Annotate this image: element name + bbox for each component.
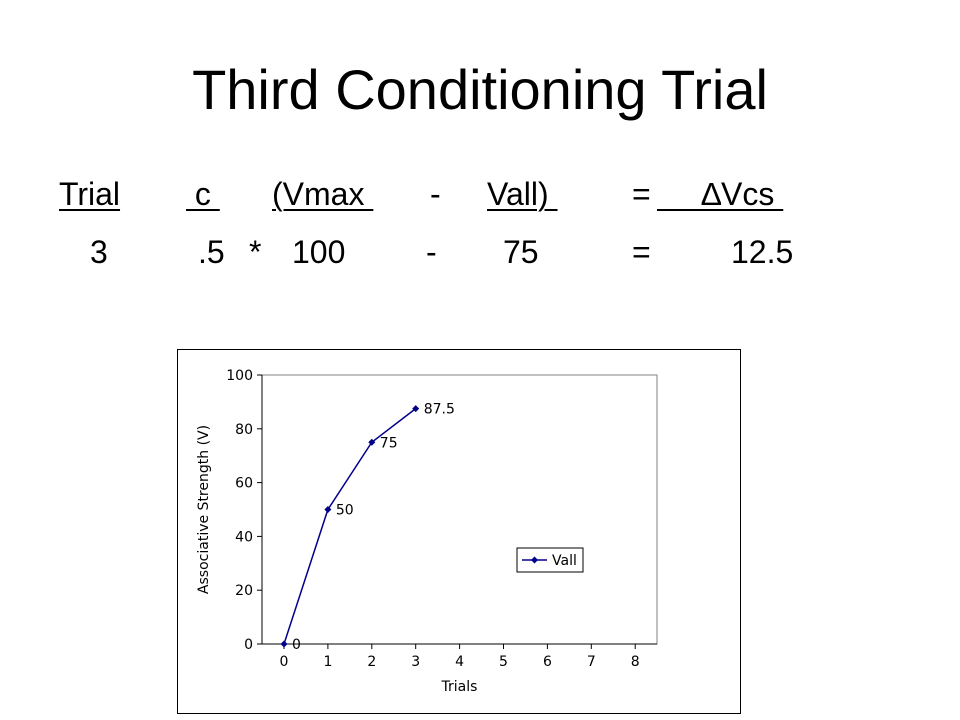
data-label: 0 [292,637,301,653]
legend-marker [531,556,538,564]
data-point-marker [280,640,288,648]
x-tick-label: 1 [323,654,332,670]
data-label: 75 [380,435,398,451]
y-tick-label: 80 [235,422,253,438]
y-tick-label: 100 [226,368,253,384]
x-tick-label: 0 [280,654,289,670]
value-equals: = [632,234,651,270]
y-tick-label: 40 [235,529,253,545]
header-trial: Trial [59,176,121,212]
value-delta-vcs: 12.5 [731,234,794,270]
data-label: 87.5 [424,402,455,418]
x-tick-label: 7 [587,654,596,670]
series-line-vall [283,408,417,645]
data-point-marker [324,506,332,513]
y-tick-label: 60 [235,476,253,492]
header-c: c [186,176,220,212]
data-point-marker [368,438,376,446]
x-tick-label: 3 [411,654,420,670]
x-tick-label: 2 [367,654,376,670]
slide-title: Third Conditioning Trial [192,58,768,121]
chart-frame: 0 20 40 60 80 100 0 1 2 3 4 5 6 7 8 Trials Associative S… [177,349,741,714]
data-point-marker [412,405,420,413]
y-tick-label: 0 [244,637,253,653]
chart-data-labels: 0 50 75 87.5 [292,402,455,653]
value-c: .5 [198,234,225,270]
value-vall: 75 [503,234,539,270]
chart-axes: 0 20 40 60 80 100 0 1 2 3 4 5 6 7 8 Trials Associative S… [196,368,658,695]
header-vmax: (Vmax [272,176,374,212]
x-tick-label: 5 [499,654,508,670]
value-vmax: 100 [292,234,346,270]
legend-label: Vall [552,553,577,569]
header-equals: = [632,176,651,212]
x-tick-label: 6 [543,654,552,670]
value-minus: - [426,234,437,270]
header-minus: - [430,176,441,212]
x-tick-label: 8 [631,654,640,670]
x-axis-title: Trials [441,679,478,695]
data-label: 50 [336,503,354,519]
header-delta-vcs: ∆Vcs [657,176,784,212]
chart-legend: Vall [516,547,584,573]
line-chart: 0 20 40 60 80 100 0 1 2 3 4 5 6 7 8 Trials Associative S… [196,368,658,695]
chart-series [280,405,420,648]
value-times: * [249,234,262,270]
y-axis-title: Associative Strength (V) [196,425,212,594]
x-tick-label: 4 [455,654,464,670]
plot-area [261,374,658,645]
value-trial: 3 [90,234,108,270]
y-tick-label: 20 [235,583,253,599]
header-vall: Vall) [487,176,558,212]
